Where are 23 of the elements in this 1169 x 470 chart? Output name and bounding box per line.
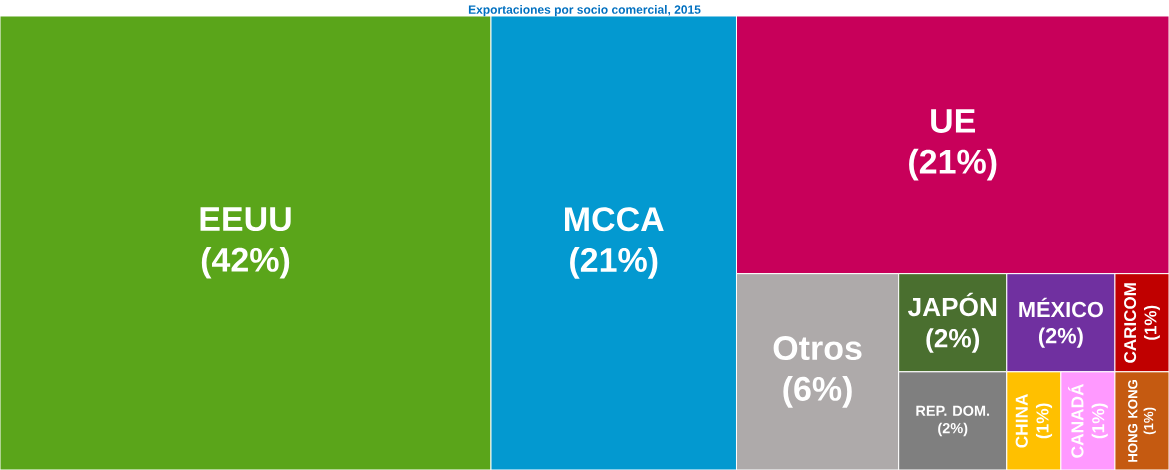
data-label: (1%) — [1143, 407, 1156, 435]
data-label: (1%) — [1035, 403, 1053, 439]
data-label: (21%) — [909, 148, 997, 181]
category-label: UE — [931, 109, 976, 133]
category-label: HONG KONG — [1128, 379, 1138, 462]
data-label: (6%) — [783, 375, 852, 408]
data-label: (1%) — [1144, 305, 1160, 340]
category-label: CANADÁ — [1068, 383, 1084, 458]
category-label: EEUU — [200, 207, 291, 232]
category-label: MCCA — [565, 207, 664, 232]
data-label: (1%) — [1091, 403, 1108, 439]
data-label: (21%) — [570, 247, 658, 279]
data-label: (2%) — [1038, 327, 1083, 348]
category-label: REP. DOM. — [916, 405, 990, 416]
category-label: Otros — [773, 336, 862, 361]
category-label: CHINA — [1015, 393, 1028, 448]
category-label: JAPÓN — [907, 292, 997, 317]
data-label: (2%) — [926, 328, 980, 353]
category-label: CARICOM — [1124, 283, 1137, 363]
category-label: MÉXICO — [1019, 297, 1103, 318]
text: Exportaciones por socio comercial, 2015 — [468, 5, 701, 17]
data-label: (42%) — [201, 246, 290, 279]
data-label: (2%) — [938, 422, 968, 437]
